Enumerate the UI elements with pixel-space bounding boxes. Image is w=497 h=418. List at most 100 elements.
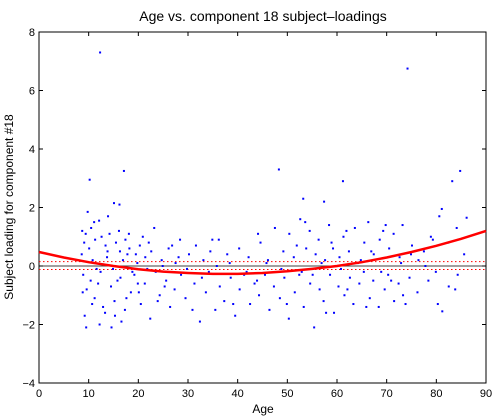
data-point — [358, 282, 361, 285]
data-point — [304, 221, 307, 224]
data-point — [325, 311, 328, 314]
data-point — [113, 314, 116, 317]
data-point — [238, 288, 241, 291]
data-point — [338, 256, 341, 259]
y-tick-label: −2 — [22, 320, 35, 332]
data-point — [302, 305, 305, 308]
data-point — [273, 226, 276, 229]
data-point — [410, 253, 413, 256]
data-point — [229, 276, 232, 279]
data-point — [337, 285, 340, 288]
data-point — [98, 323, 101, 326]
data-point — [94, 238, 97, 241]
data-point — [91, 303, 94, 306]
data-point — [104, 311, 107, 314]
plot-frame — [38, 31, 487, 384]
data-point — [129, 291, 132, 294]
data-point — [456, 273, 459, 276]
data-point — [390, 279, 393, 282]
data-point — [160, 259, 163, 262]
data-point — [147, 241, 150, 244]
data-point — [153, 226, 156, 229]
y-tick-label: 8 — [29, 27, 35, 39]
x-tick-label: 20 — [132, 388, 144, 400]
data-point — [438, 215, 441, 218]
data-point — [144, 256, 147, 259]
data-point — [323, 200, 326, 203]
data-point — [95, 267, 98, 270]
data-point — [424, 265, 427, 267]
data-point — [451, 180, 454, 183]
data-point — [141, 235, 144, 238]
data-point — [447, 285, 450, 288]
data-point — [106, 250, 109, 253]
data-point — [332, 247, 335, 250]
data-point — [118, 203, 121, 206]
data-point — [121, 259, 124, 262]
data-point — [402, 294, 405, 297]
data-point — [266, 259, 269, 262]
data-point — [417, 259, 420, 262]
data-point — [133, 273, 136, 276]
data-point — [455, 226, 458, 229]
y-tick-label: 4 — [29, 144, 35, 156]
data-point — [184, 297, 187, 300]
data-point — [422, 250, 425, 253]
data-point — [100, 235, 103, 238]
data-point — [382, 229, 385, 232]
data-point — [88, 247, 91, 250]
data-point — [215, 265, 218, 267]
data-point — [406, 67, 409, 70]
data-point — [283, 276, 286, 279]
data-point — [204, 291, 207, 294]
data-point — [328, 224, 331, 227]
data-point — [441, 310, 444, 313]
data-point — [436, 303, 439, 306]
data-point — [223, 300, 226, 303]
data-point — [119, 276, 122, 279]
data-point — [400, 262, 403, 265]
x-tick-label: 0 — [36, 388, 42, 400]
data-point — [299, 218, 302, 221]
data-point — [85, 288, 88, 291]
data-point — [125, 297, 128, 300]
data-point — [97, 282, 100, 285]
data-point — [118, 250, 121, 253]
y-tick-label: 0 — [29, 261, 35, 273]
data-point — [311, 273, 314, 276]
data-point — [322, 300, 325, 303]
data-point — [372, 279, 375, 282]
x-tick-label: 10 — [83, 388, 95, 400]
y-tick-label: −4 — [22, 378, 35, 390]
data-point — [282, 250, 285, 253]
data-point — [110, 285, 113, 288]
data-point — [272, 285, 275, 288]
data-point — [120, 320, 123, 323]
data-point — [259, 241, 262, 244]
data-point — [401, 224, 404, 227]
data-point — [278, 297, 281, 300]
x-axis-label: Age — [252, 402, 274, 416]
data-point — [218, 285, 221, 288]
data-point — [345, 229, 348, 232]
data-point — [427, 279, 430, 282]
data-point — [191, 308, 194, 311]
data-point — [123, 308, 126, 311]
data-point — [318, 288, 321, 291]
data-point — [173, 288, 176, 291]
data-point — [302, 197, 305, 200]
x-tick-label: 70 — [381, 388, 393, 400]
data-point — [200, 276, 203, 279]
data-point — [277, 168, 280, 171]
data-point — [98, 219, 101, 222]
data-point — [232, 303, 235, 306]
data-point — [348, 276, 351, 279]
data-point — [378, 238, 381, 241]
data-point — [207, 270, 210, 273]
data-point — [300, 270, 303, 273]
data-point — [138, 244, 141, 247]
data-point — [99, 51, 102, 54]
data-point — [404, 303, 407, 306]
data-point — [209, 250, 212, 253]
